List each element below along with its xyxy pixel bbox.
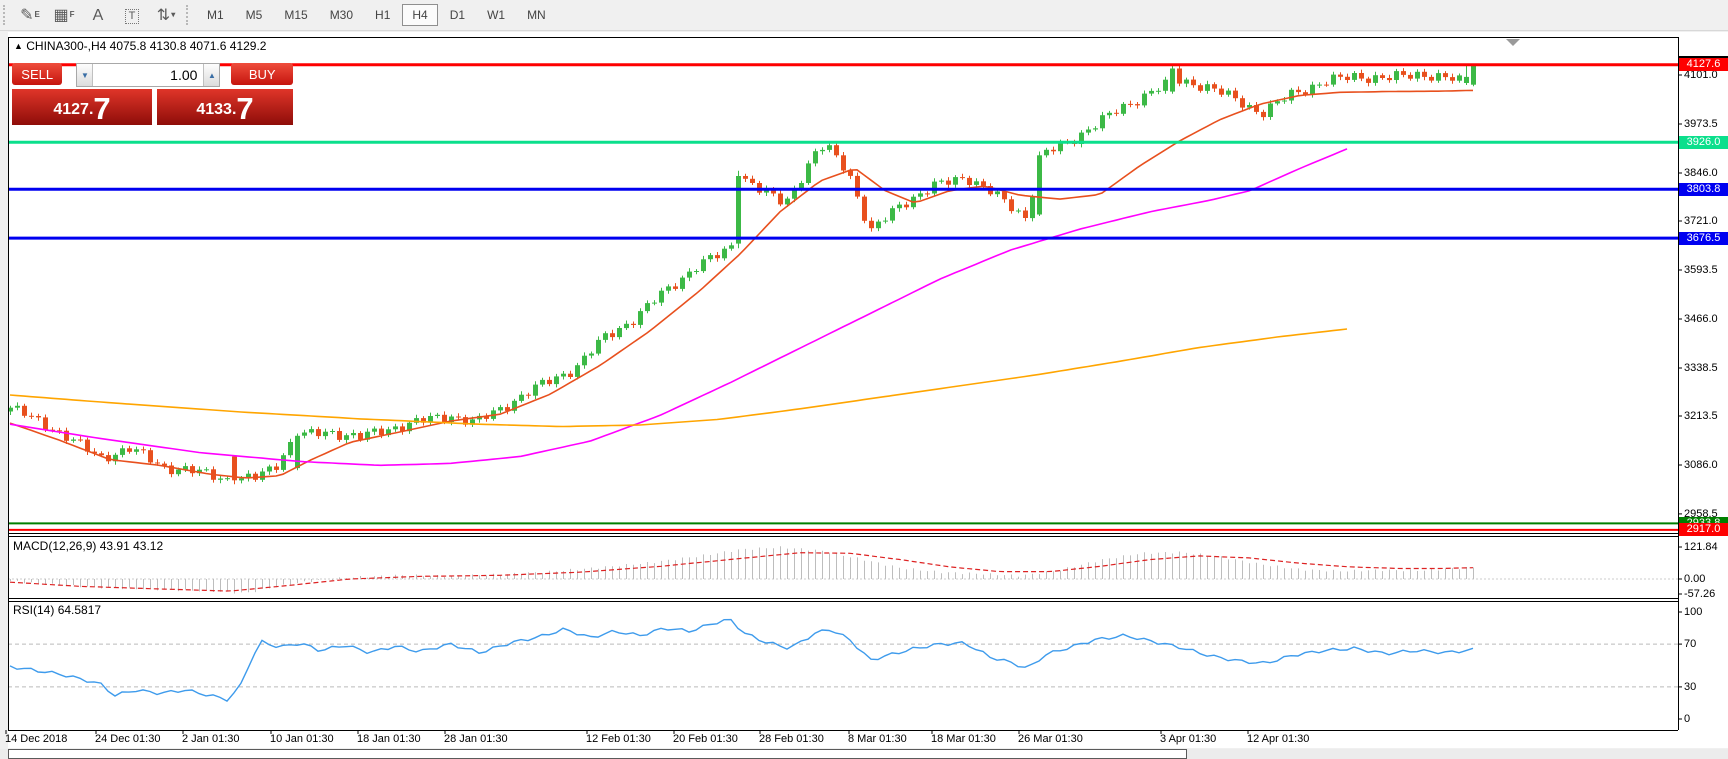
icon-glyph: ⇅: [156, 7, 171, 24]
timeframe-m15[interactable]: M15: [284, 8, 308, 22]
macd-signal-line: [9, 552, 1474, 592]
time-label: 12 Apr 01:30: [1247, 733, 1310, 745]
volume-input[interactable]: [93, 64, 204, 86]
time-label: 10 Jan 01:30: [270, 733, 334, 745]
time-label: 8 Mar 01:30: [848, 733, 907, 745]
macd-scale-label: -57.26: [1684, 588, 1716, 601]
ohlc-high: 4130.8: [149, 39, 187, 53]
toolbar-separator: [186, 5, 191, 25]
price-tick-label: 3593.5: [1684, 263, 1718, 276]
price-tick-label: 3846.0: [1684, 166, 1718, 179]
icon-subscript: E: [34, 10, 40, 19]
price-level-chip: 3803.8: [1679, 182, 1728, 196]
toolbar-drag-handle[interactable]: [3, 5, 8, 25]
time-label: 18 Mar 01:30: [931, 733, 996, 745]
volume-increase-button[interactable]: ▲: [203, 64, 220, 86]
icon-subscript: ▾: [171, 10, 176, 19]
price-tick-label: 3086.0: [1684, 458, 1718, 471]
sell-price-button[interactable]: 4127. 7: [12, 89, 152, 125]
text-a-icon[interactable]: A: [81, 3, 115, 27]
rsi-value: 64.5817: [57, 603, 102, 617]
macd-scale-label: 0.00: [1684, 573, 1706, 585]
buy-price-pip: 7: [236, 91, 254, 126]
rsi-scale-label: 70: [1684, 638, 1697, 651]
macd-histogram: [10, 546, 1474, 594]
price-tick-label: 3466.0: [1684, 312, 1718, 325]
icon-glyph: ✎: [20, 7, 34, 24]
scrollbar-thumb[interactable]: [8, 749, 1187, 759]
collapse-triangle-icon[interactable]: ▲: [14, 41, 23, 51]
ohlc-close: 4129.2: [229, 39, 267, 53]
sell-price-main: 4127.: [53, 101, 94, 118]
time-label: 2 Jan 01:30: [182, 733, 240, 745]
time-label: 3 Apr 01:30: [1160, 733, 1217, 745]
price-tick-label: 3338.5: [1684, 361, 1718, 374]
rsi-scale-label: 100: [1684, 606, 1703, 618]
time-label: 28 Jan 01:30: [444, 733, 508, 745]
chart-title: ▲ CHINA300-,H4 4075.8 4130.8 4071.6 4129…: [14, 39, 266, 53]
time-label: 14 Dec 2018: [5, 733, 68, 745]
chart-background: [8, 32, 1678, 748]
price-tick-label: 3721.0: [1684, 214, 1718, 227]
sketch-e-icon[interactable]: ✎ E: [13, 3, 47, 27]
macd-indicator-label: MACD(12,26,9) 43.91 43.12: [13, 539, 164, 553]
mid-ma-line: [9, 148, 1348, 467]
timeframe-m30[interactable]: M30: [329, 8, 354, 22]
buy-button[interactable]: BUY: [231, 63, 293, 85]
toolbar: ✎ E ▦ F A T ⇅ ▾ M1 M5 M15 M30 H1 H4 D1 W1 MN: [0, 0, 1728, 31]
macd-scale-label: 121.84: [1684, 540, 1718, 553]
ohlc-low: 4071.6: [189, 39, 227, 53]
time-label: 24 Dec 01:30: [95, 733, 161, 745]
volume-decrease-button[interactable]: ▼: [77, 64, 94, 86]
price-level-chip: 4127.6: [1679, 58, 1728, 72]
time-label: 20 Feb 01:30: [673, 733, 738, 745]
horizontal-scrollbar[interactable]: [0, 749, 1728, 759]
price-tick-label: 3213.5: [1684, 409, 1718, 422]
icon-glyph: A: [92, 7, 104, 24]
time-label: 12 Feb 01:30: [586, 733, 651, 745]
time-label: 26 Mar 01:30: [1018, 733, 1083, 745]
grid-f-icon[interactable]: ▦ F: [47, 3, 81, 27]
sell-price-pip: 7: [93, 91, 111, 126]
icon-subscript: F: [69, 10, 75, 19]
price-level-chip: 3676.5: [1679, 231, 1728, 245]
icon-glyph: ▦: [53, 7, 69, 24]
timeframe-w1[interactable]: W1: [487, 8, 506, 22]
textbox-t-icon[interactable]: T: [115, 3, 149, 27]
buy-price-button[interactable]: 4133. 7: [157, 89, 293, 125]
timeframe-h4[interactable]: H4: [402, 4, 438, 26]
candles-layer: [8, 63, 1476, 485]
timeframe-m1[interactable]: M1: [207, 8, 224, 22]
timeframe-d1[interactable]: D1: [449, 8, 466, 22]
rsi-indicator-label: RSI(14) 64.5817: [13, 603, 102, 617]
volume-spinner: ▼ ▲: [76, 63, 221, 87]
price-level-chip: 2917.0: [1679, 523, 1728, 537]
slow-ma-line: [9, 328, 1348, 428]
ohlc-open: 4075.8: [109, 39, 147, 53]
timeframe-h1[interactable]: H1: [375, 8, 391, 22]
sell-button[interactable]: SELL: [12, 63, 63, 85]
icon-glyph: T: [124, 9, 140, 24]
one-click-trading-panel: SELL ▼ ▲ BUY 4127.7 4133.7: [12, 63, 293, 125]
rsi-line: [9, 618, 1474, 702]
axis-background: [1678, 32, 1728, 748]
macd-value-2: 43.12: [133, 539, 164, 553]
buy-price-main: 4133.: [196, 101, 237, 118]
chart-shift-triangle-icon: [1506, 39, 1520, 46]
time-label: 18 Jan 01:30: [357, 733, 421, 745]
timeframe-mn[interactable]: MN: [527, 8, 546, 22]
cycle-arrows-icon[interactable]: ⇅ ▾: [149, 3, 183, 27]
rsi-scale-label: 0: [1684, 713, 1691, 725]
rsi-scale-label: 30: [1684, 680, 1697, 693]
price-level-chip: 3926.0: [1679, 135, 1728, 149]
macd-value-1: 43.91: [99, 539, 130, 553]
price-tick-label: 4101.0: [1684, 69, 1718, 81]
timeframe-m5[interactable]: M5: [245, 8, 263, 22]
fast-ma-line: [9, 89, 1474, 479]
symbol-name: CHINA300-,H4: [26, 39, 107, 53]
price-tick-label: 3973.5: [1684, 117, 1718, 130]
time-label: 28 Feb 01:30: [759, 733, 824, 745]
